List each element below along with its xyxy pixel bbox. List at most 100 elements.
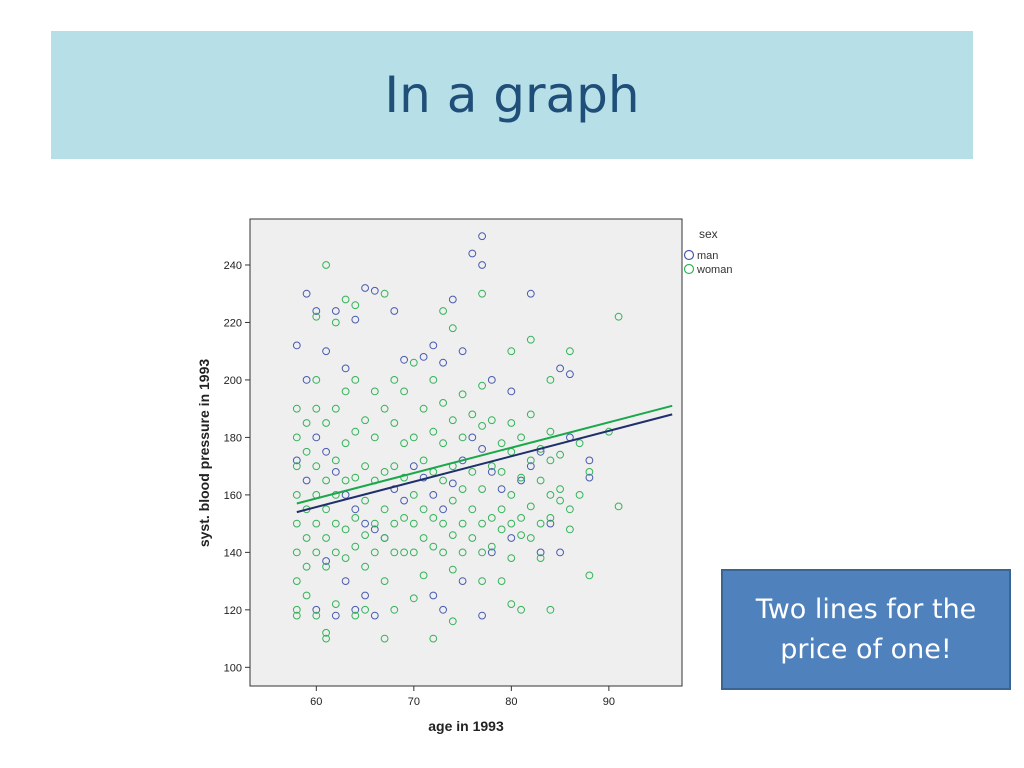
callout-text: Two lines for the price of one! [755, 593, 977, 665]
point-woman [507, 347, 516, 356]
point-woman [361, 531, 370, 539]
point-woman [341, 476, 350, 485]
point-woman [312, 548, 321, 557]
point-woman [487, 416, 496, 425]
point-man [439, 605, 448, 614]
point-woman [448, 565, 457, 574]
point-man [361, 519, 370, 528]
point-man [478, 232, 487, 241]
point-man [526, 289, 535, 298]
point-man [478, 261, 487, 269]
point-woman [478, 548, 487, 557]
plot-area [249, 218, 683, 687]
legend: sex man woman [683, 227, 732, 276]
point-woman [331, 456, 340, 465]
point-woman [302, 562, 311, 571]
legend-title: sex [699, 227, 718, 241]
point-woman [400, 473, 409, 482]
point-woman [400, 387, 409, 396]
point-woman [546, 514, 555, 522]
point-woman [419, 571, 428, 580]
point-woman [429, 542, 438, 551]
point-woman [487, 514, 496, 522]
point-woman [478, 381, 487, 390]
point-woman [556, 485, 564, 494]
point-woman [526, 335, 535, 344]
point-woman [526, 502, 535, 511]
point-woman [390, 548, 399, 557]
point-woman [292, 404, 301, 413]
point-man [585, 456, 594, 465]
point-woman [370, 433, 379, 442]
point-woman [351, 376, 360, 384]
point-woman [409, 519, 418, 528]
point-man [312, 605, 321, 614]
point-man [361, 591, 370, 600]
point-woman [507, 554, 516, 562]
point-woman [380, 577, 389, 585]
point-man [400, 496, 409, 505]
point-man [341, 364, 350, 373]
point-woman [361, 496, 370, 505]
point-woman [526, 534, 535, 542]
point-woman [341, 387, 350, 396]
point-woman [585, 468, 594, 476]
point-woman [478, 422, 487, 430]
point-man [458, 577, 467, 585]
point-man [429, 591, 438, 600]
point-woman [448, 324, 457, 333]
point-woman [517, 531, 525, 539]
point-man [507, 387, 516, 396]
point-woman [419, 404, 428, 413]
point-woman [517, 514, 525, 522]
point-woman [351, 427, 360, 436]
point-woman [429, 514, 438, 522]
x-tick-label: 80 [505, 696, 517, 708]
point-woman [292, 491, 301, 499]
point-woman [409, 594, 418, 603]
point-woman [487, 462, 496, 471]
point-woman [458, 485, 467, 494]
point-man [556, 548, 564, 557]
point-man [351, 315, 360, 324]
point-woman [507, 600, 516, 608]
point-woman [419, 456, 428, 465]
point-man [361, 284, 370, 292]
point-man [331, 307, 340, 315]
callout-box: Two lines for the price of one! [721, 569, 1011, 690]
point-man [312, 433, 321, 442]
point-woman [468, 505, 477, 514]
point-woman [439, 548, 448, 557]
point-woman [585, 571, 594, 580]
fit-line-woman [296, 404, 673, 505]
point-woman [429, 427, 438, 436]
point-man [419, 353, 428, 361]
x-tick-label: 90 [603, 696, 615, 708]
x-axis-label: age in 1993 [428, 718, 504, 734]
point-man [439, 505, 448, 514]
y-tick-label: 200 [224, 375, 242, 387]
legend-label-woman: woman [696, 264, 732, 276]
legend-marker-woman [683, 263, 695, 275]
point-man [292, 456, 301, 465]
y-tick-label: 220 [224, 317, 242, 329]
point-woman [322, 562, 331, 571]
point-woman [517, 473, 525, 482]
point-woman [419, 505, 428, 514]
point-woman [322, 505, 331, 514]
point-woman [361, 562, 370, 571]
point-woman [556, 496, 564, 505]
point-woman [497, 525, 506, 534]
point-man [312, 307, 321, 315]
point-woman [331, 548, 340, 557]
point-man [487, 548, 496, 557]
point-man [487, 376, 496, 384]
point-woman [322, 261, 331, 269]
fit-lines-layer [296, 404, 673, 514]
point-man [468, 433, 477, 442]
point-man [439, 358, 448, 367]
point-woman [536, 554, 545, 562]
point-man [322, 447, 331, 456]
point-man [302, 289, 311, 298]
point-woman [458, 390, 467, 399]
